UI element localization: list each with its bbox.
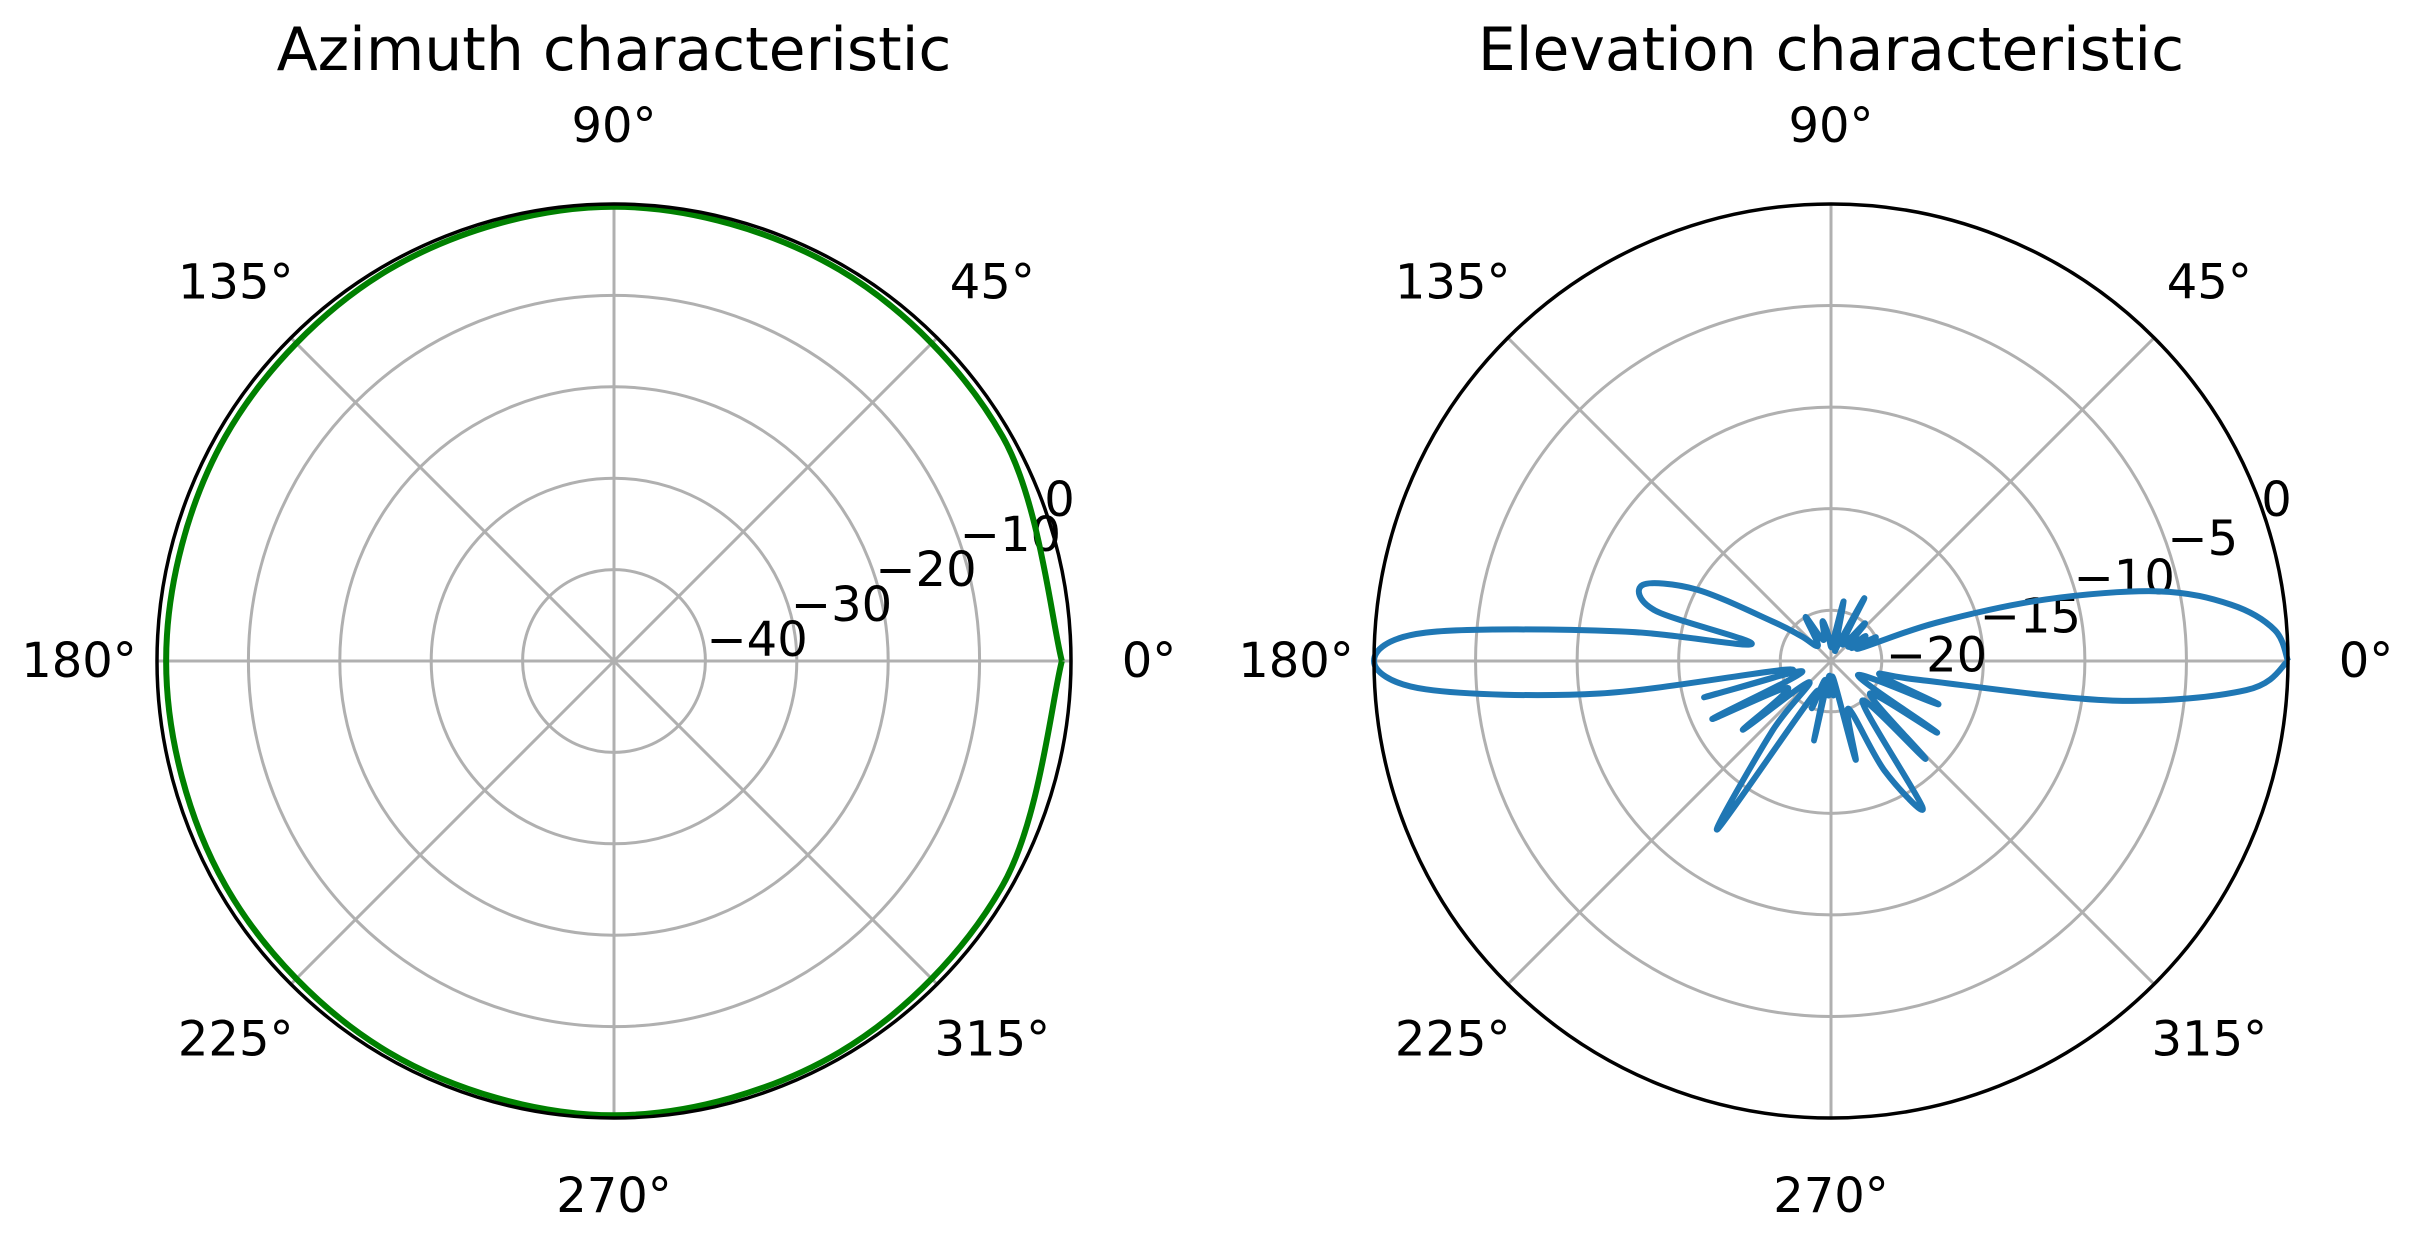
theta-tick-label: 135° bbox=[178, 255, 294, 311]
azimuth-grid bbox=[157, 204, 1071, 1118]
theta-tick-label: 225° bbox=[178, 1011, 294, 1067]
theta-grid-spoke bbox=[289, 659, 616, 986]
elevation-title: Elevation characteristic bbox=[1478, 15, 2184, 85]
theta-tick-label: 0° bbox=[2339, 633, 2394, 689]
r-tick-label: −40 bbox=[706, 612, 807, 668]
theta-grid-spoke bbox=[612, 336, 939, 663]
theta-tick-label: 315° bbox=[934, 1011, 1050, 1067]
elevation-outer-frame bbox=[1372, 202, 2290, 1120]
elevation-grid bbox=[1374, 204, 2288, 1118]
theta-tick-label: 180° bbox=[21, 633, 137, 689]
azimuth-outer-frame bbox=[155, 202, 1073, 1120]
theta-grid-spoke bbox=[1506, 336, 1833, 663]
elevation-pattern-line bbox=[1371, 580, 2291, 833]
azimuth-panel: Azimuth characteristic 0° 45° 90° 135° 180° 2… bbox=[21, 15, 1176, 1224]
theta-tick-label: 90° bbox=[1788, 98, 1873, 154]
r-tick-label: −30 bbox=[791, 577, 892, 633]
theta-tick-label: 270° bbox=[1773, 1168, 1889, 1224]
elevation-panel: Elevation characteristic 0° 45° 90° 135° 180… bbox=[1238, 15, 2393, 1224]
theta-tick-label: 225° bbox=[1395, 1011, 1511, 1067]
theta-grid-spoke bbox=[289, 336, 616, 663]
theta-tick-label: 45° bbox=[2167, 255, 2252, 311]
r-tick-label: −20 bbox=[875, 542, 976, 598]
theta-grid-spoke bbox=[612, 659, 939, 986]
theta-tick-label: 270° bbox=[556, 1168, 672, 1224]
azimuth-pattern-line bbox=[163, 203, 1065, 1119]
r-tick-label: −20 bbox=[1886, 628, 1987, 684]
r-tick-label: −5 bbox=[2167, 511, 2238, 567]
azimuth-title: Azimuth characteristic bbox=[277, 15, 952, 85]
theta-grid-spoke bbox=[1506, 659, 1833, 986]
theta-grid-spoke bbox=[1829, 336, 2156, 663]
theta-tick-label: 180° bbox=[1238, 633, 1354, 689]
azimuth-tick-labels: 0°45°90°135°180°225°270°315°−40−30−20−10… bbox=[21, 98, 1176, 1224]
theta-tick-label: 45° bbox=[950, 255, 1035, 311]
elevation-tick-labels: 0°45°90°135°180°225°270°315°−20−15−10−50 bbox=[1238, 98, 2393, 1224]
theta-tick-label: 90° bbox=[571, 98, 656, 154]
r-tick-label: −10 bbox=[2074, 550, 2175, 606]
theta-tick-label: 135° bbox=[1395, 255, 1511, 311]
theta-tick-label: 315° bbox=[2151, 1011, 2267, 1067]
theta-tick-label: 0° bbox=[1122, 633, 1177, 689]
